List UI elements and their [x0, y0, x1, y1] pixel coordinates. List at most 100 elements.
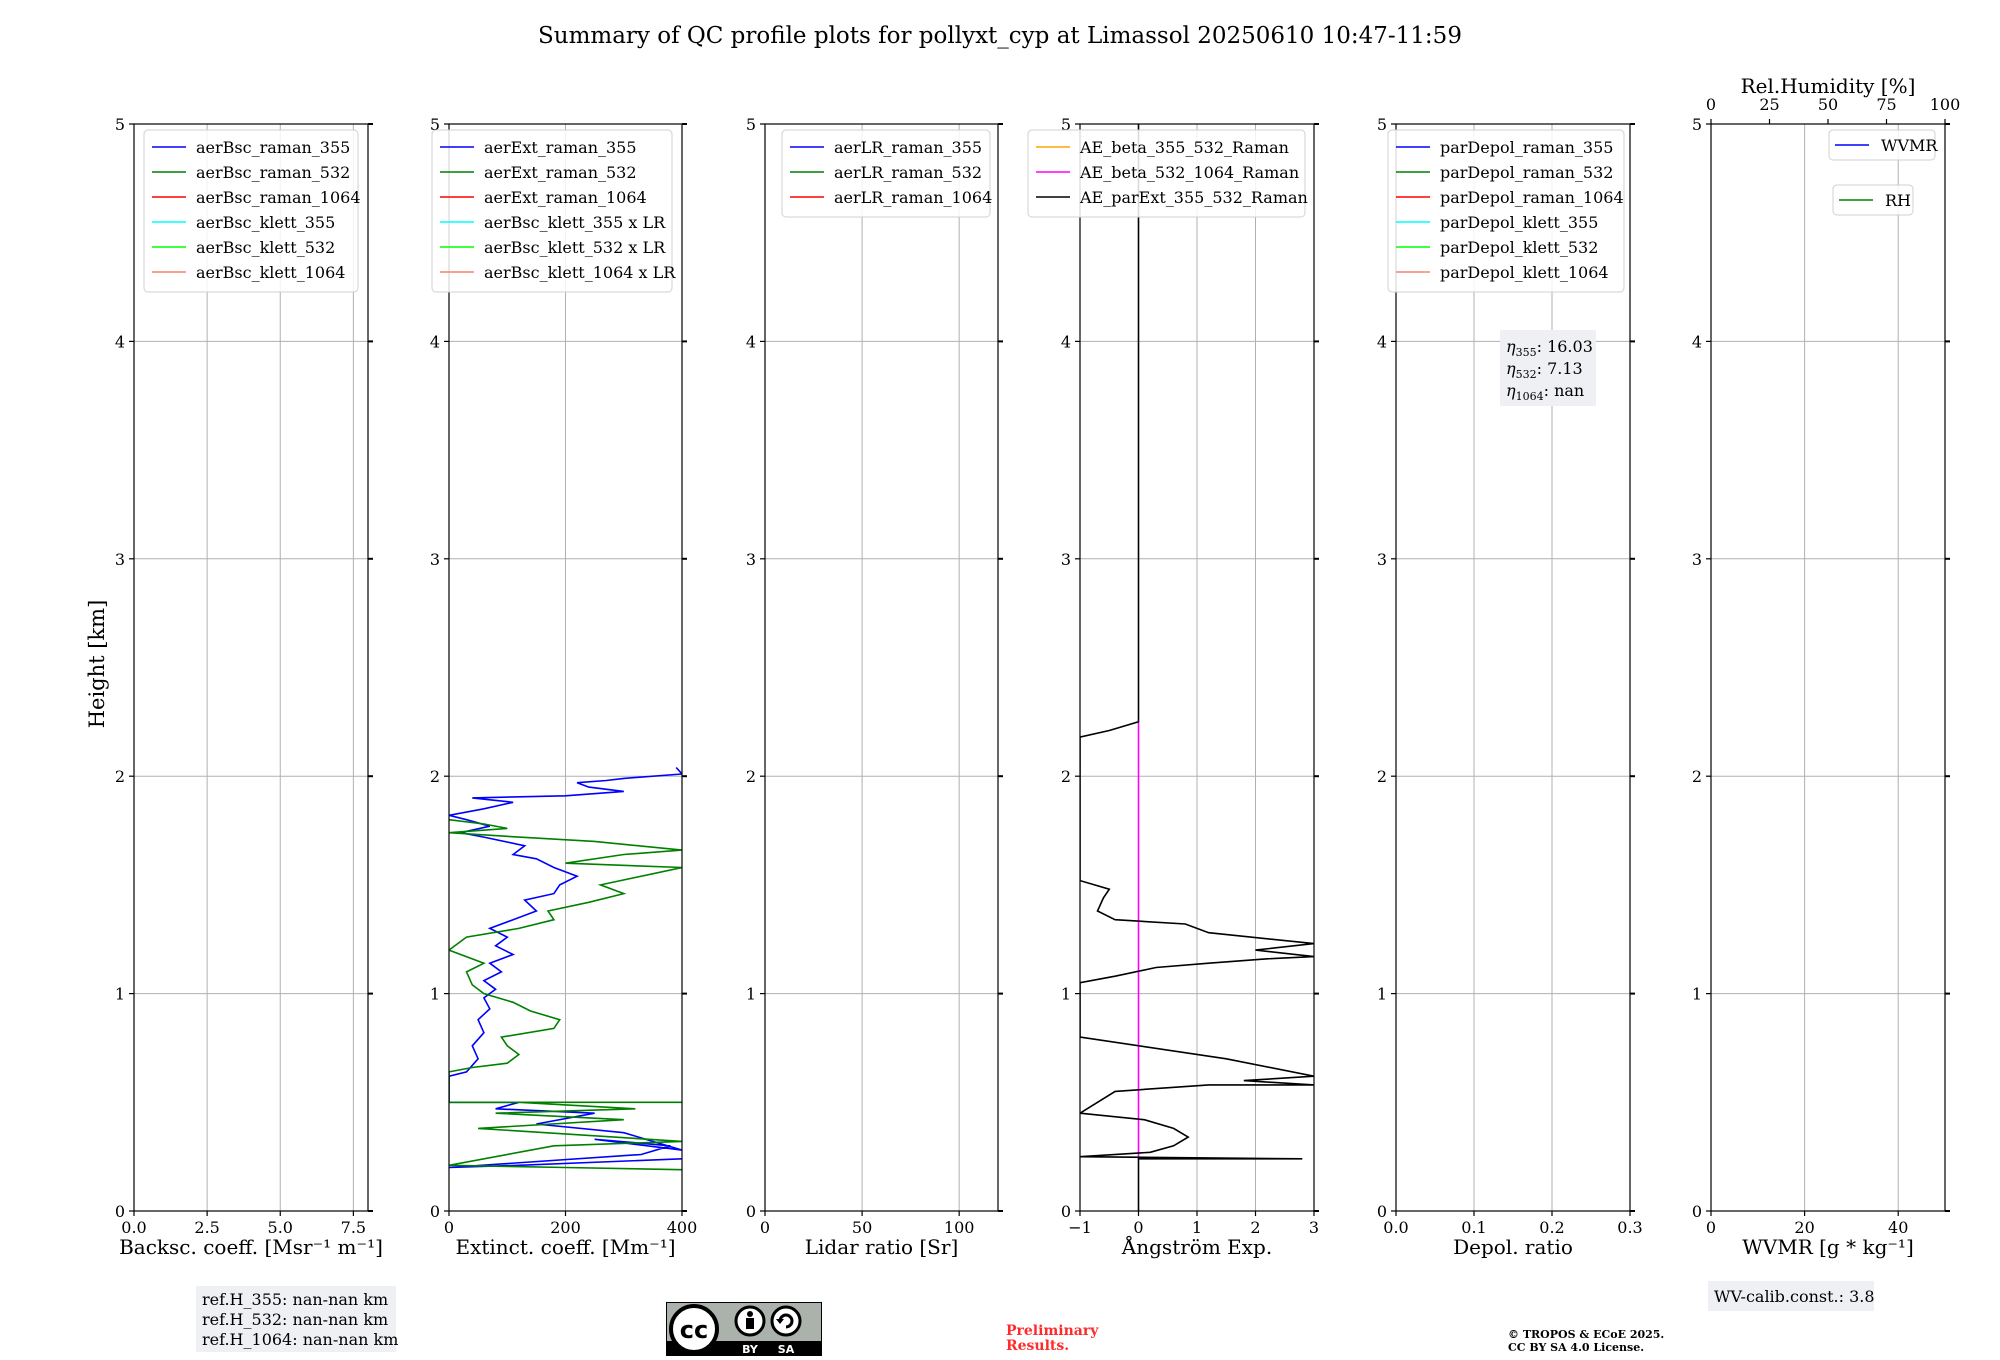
x-tick-label: 0.0	[1383, 1218, 1408, 1237]
x-tick-label: 2.5	[194, 1218, 219, 1237]
svg-text:cc: cc	[680, 1316, 708, 1344]
legend-entry: AE_beta_355_532_Raman	[1079, 138, 1289, 157]
height-axis-label: Height [km]	[85, 600, 109, 729]
panel-depol: 0.0 0.1 0.2 0.3 0 1 2 3 4 5 Depol. ratio parDepol_r…	[1377, 115, 1643, 1259]
y-tick-label: 5	[1061, 115, 1071, 134]
legend-entry: aerBsc_klett_532	[196, 238, 335, 257]
series-line-aerExt_raman_355	[449, 766, 682, 1169]
legend-entry: aerExt_raman_355	[484, 138, 637, 157]
x-tick-label: 0	[1133, 1218, 1143, 1237]
eta-box	[1500, 330, 1596, 406]
x-axis-label: Lidar ratio [Sr]	[805, 1235, 959, 1259]
plot-panels: 0.0 2.5 5.0 7.5 0 1 2 3 4 5 Backsc. coeff. [Msr⁻¹ …	[115, 74, 1960, 1352]
x-axis-label: Extinct. coeff. [Mm⁻¹]	[455, 1235, 675, 1259]
y-tick-label: 0	[430, 1202, 440, 1221]
x-tick-label: 20	[1794, 1218, 1814, 1237]
x-tick-label: 0	[760, 1218, 770, 1237]
y-tick-label: 3	[115, 550, 125, 569]
legend-entry: parDepol_raman_1064	[1440, 188, 1624, 207]
x-tick-label: −1	[1068, 1218, 1092, 1237]
preliminary-label-line1: Preliminary	[1006, 1323, 1099, 1339]
x-tick-label: 7.5	[341, 1218, 366, 1237]
legend-entry: parDepol_klett_355	[1440, 213, 1598, 232]
legend-entry: aerBsc_klett_1064	[196, 263, 345, 282]
top-x-tick-label: 100	[1930, 95, 1961, 114]
legend-entry: RH	[1885, 191, 1911, 210]
legend-entry: aerBsc_raman_532	[196, 163, 350, 182]
y-tick-label: 1	[115, 985, 125, 1004]
x-tick-label: 5.0	[268, 1218, 293, 1237]
legend-box	[431, 129, 673, 293]
ref-height-line: ref.H_1064: nan-nan km	[202, 1330, 398, 1349]
axes-frame	[764, 123, 999, 1212]
y-tick-label: 1	[430, 985, 440, 1004]
x-tick-label: 200	[550, 1218, 581, 1237]
legend-box	[1027, 129, 1306, 218]
top-axis-label: Rel.Humidity [%]	[1741, 74, 1916, 98]
eta-line: η532: 7.13	[1506, 359, 1583, 381]
y-tick-label: 2	[1692, 767, 1702, 786]
legend-entry: parDepol_raman_355	[1440, 138, 1613, 157]
y-tick-label: 1	[1377, 985, 1387, 1004]
y-tick-label: 5	[746, 115, 756, 134]
y-tick-label: 1	[1692, 985, 1702, 1004]
cc-icon: cc	[669, 1304, 719, 1354]
y-tick-label: 0	[1692, 1202, 1702, 1221]
legend-entry: aerBsc_klett_532 x LR	[484, 238, 666, 257]
panel-lr: 0 50 100 0 1 2 3 4 5 Lidar ratio [Sr] aerLR_raman_…	[746, 115, 1003, 1259]
top-x-tick-label: 50	[1818, 95, 1838, 114]
y-tick-label: 0	[746, 1202, 756, 1221]
legend-entry: aerBsc_raman_1064	[196, 188, 361, 207]
y-tick-label: 4	[1692, 332, 1702, 351]
x-axis-label: Backsc. coeff. [Msr⁻¹ m⁻¹]	[119, 1235, 383, 1259]
wv-calib-text: WV-calib.const.: 3.8	[1714, 1287, 1875, 1306]
legend-entry: aerLR_raman_532	[834, 163, 982, 182]
legend-entry: parDepol_klett_532	[1440, 238, 1598, 257]
eta-line: η1064: nan	[1506, 381, 1584, 403]
y-tick-label: 5	[1692, 115, 1702, 134]
legend-depol: parDepol_raman_355 parDepol_raman_532 parD…	[1387, 129, 1625, 293]
x-tick-label: 100	[944, 1218, 975, 1237]
series-line-aerExt_raman_532	[449, 818, 682, 1171]
x-tick-label: 50	[852, 1218, 872, 1237]
x-tick-label: 0.3	[1617, 1218, 1642, 1237]
top-x-tick-label: 25	[1759, 95, 1779, 114]
legend-box	[1828, 129, 1936, 161]
y-tick-label: 4	[1061, 332, 1071, 351]
x-tick-label: 0	[444, 1218, 454, 1237]
legend-entry: AE_beta_532_1064_Raman	[1079, 163, 1299, 182]
x-axis-label: Ångström Exp.	[1121, 1234, 1272, 1259]
legend-ae: AE_beta_355_532_Raman AE_beta_532_1064_Ra…	[1027, 129, 1308, 218]
legend-box	[781, 129, 991, 218]
x-tick-label: 2	[1250, 1218, 1260, 1237]
y-tick-label: 3	[430, 550, 440, 569]
legend-box	[1387, 129, 1625, 293]
legend-wv: WVMR RH	[1828, 129, 1938, 216]
ref-height-line: ref.H_355: nan-nan km	[202, 1290, 388, 1309]
wv-calib-box	[1708, 1281, 1874, 1311]
y-tick-label: 4	[115, 332, 125, 351]
x-tick-label: 1	[1192, 1218, 1202, 1237]
y-tick-label: 2	[746, 767, 756, 786]
legend-entry: aerBsc_raman_355	[196, 138, 350, 157]
ref-height-box	[196, 1286, 396, 1352]
y-tick-label: 0	[1377, 1202, 1387, 1221]
x-tick-label: 400	[667, 1218, 698, 1237]
y-tick-label: 5	[115, 115, 125, 134]
x-tick-label: 0.0	[121, 1218, 146, 1237]
y-tick-label: 2	[430, 767, 440, 786]
y-tick-label: 3	[1061, 550, 1071, 569]
y-tick-label: 3	[1692, 550, 1702, 569]
sa-label: SA	[778, 1343, 795, 1356]
legend-lr: aerLR_raman_355 aerLR_raman_532 aerLR_rama…	[781, 129, 992, 218]
legend-entry: aerLR_raman_1064	[834, 188, 992, 207]
cc-by-sa-badge: cc BY SA	[665, 1301, 823, 1357]
legend-entry: aerLR_raman_355	[834, 138, 982, 157]
x-axis-label: WVMR [g * kg⁻¹]	[1742, 1235, 1914, 1259]
x-tick-label: 0.2	[1539, 1218, 1564, 1237]
panel-bsc: 0.0 2.5 5.0 7.5 0 1 2 3 4 5 Backsc. coeff. [Msr⁻¹ …	[115, 115, 398, 1352]
y-tick-label: 1	[1061, 985, 1071, 1004]
share-alike-icon	[770, 1305, 802, 1337]
y-tick-label: 5	[430, 115, 440, 134]
ref-height-line: ref.H_532: nan-nan km	[202, 1310, 388, 1329]
